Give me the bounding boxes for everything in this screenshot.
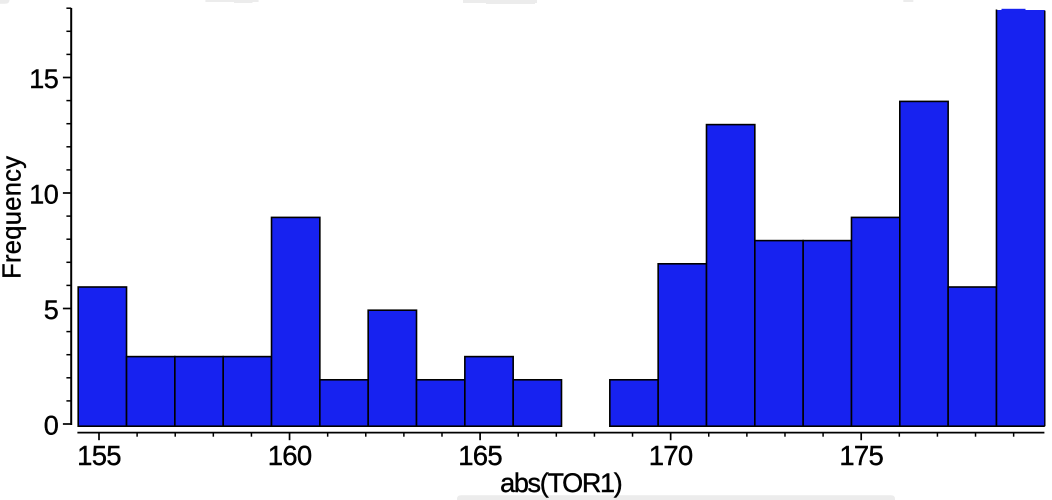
svg-text:15: 15: [29, 64, 58, 94]
svg-text:Frequency: Frequency: [0, 156, 27, 279]
svg-text:160: 160: [268, 440, 312, 471]
svg-text:155: 155: [77, 440, 121, 471]
svg-text:5: 5: [44, 295, 59, 325]
svg-text:170: 170: [649, 440, 693, 471]
svg-text:0: 0: [44, 411, 59, 441]
svg-text:175: 175: [839, 440, 883, 471]
svg-text:abs(TOR1): abs(TOR1): [500, 468, 622, 498]
svg-text:165: 165: [458, 440, 502, 471]
svg-text:10: 10: [29, 180, 58, 210]
